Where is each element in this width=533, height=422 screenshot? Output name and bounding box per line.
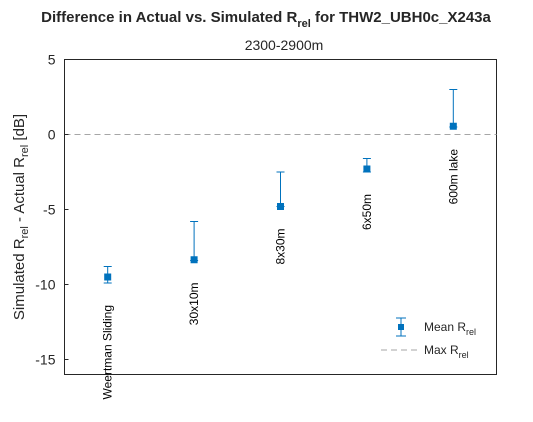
plot-area xyxy=(64,59,497,375)
mean-marker xyxy=(190,256,198,264)
category-label: 30x10m xyxy=(187,283,201,326)
chart-subtitle: 2300-2900m xyxy=(245,37,324,53)
category-label: 600m lake xyxy=(446,149,460,205)
mean-marker xyxy=(363,165,371,173)
legend-marker-mean xyxy=(396,317,406,337)
category-label: Weertman Sliding xyxy=(101,305,115,400)
y-tick-label: -10 xyxy=(35,277,55,293)
mean-marker xyxy=(104,273,112,281)
mean-marker xyxy=(277,203,284,210)
legend: Mean Rrel Max Rrel xyxy=(381,317,476,360)
y-tick-label: 5 xyxy=(48,52,56,68)
chart-title: Difference in Actual vs. Simulated Rrel … xyxy=(41,9,491,30)
y-tick-label: 0 xyxy=(48,127,56,143)
category-label: 6x50m xyxy=(360,194,374,230)
y-axis-ticks: 5 0 -5 -10 -15 xyxy=(35,52,69,368)
series-layer xyxy=(103,89,458,284)
category-labels: Weertman Sliding 30x10m 8x30m 6x50m 600m lak… xyxy=(101,149,461,400)
mean-marker xyxy=(449,122,457,130)
category-label: 8x30m xyxy=(274,229,288,265)
y-tick-label: -5 xyxy=(43,202,56,218)
y-tick-label: -15 xyxy=(35,352,55,368)
y-axis-label: Simulated Rrel - Actual Rrel [dB] xyxy=(11,114,31,320)
legend-label-mean: Mean Rrel xyxy=(424,320,476,337)
legend-label-max: Max Rrel xyxy=(424,343,469,360)
